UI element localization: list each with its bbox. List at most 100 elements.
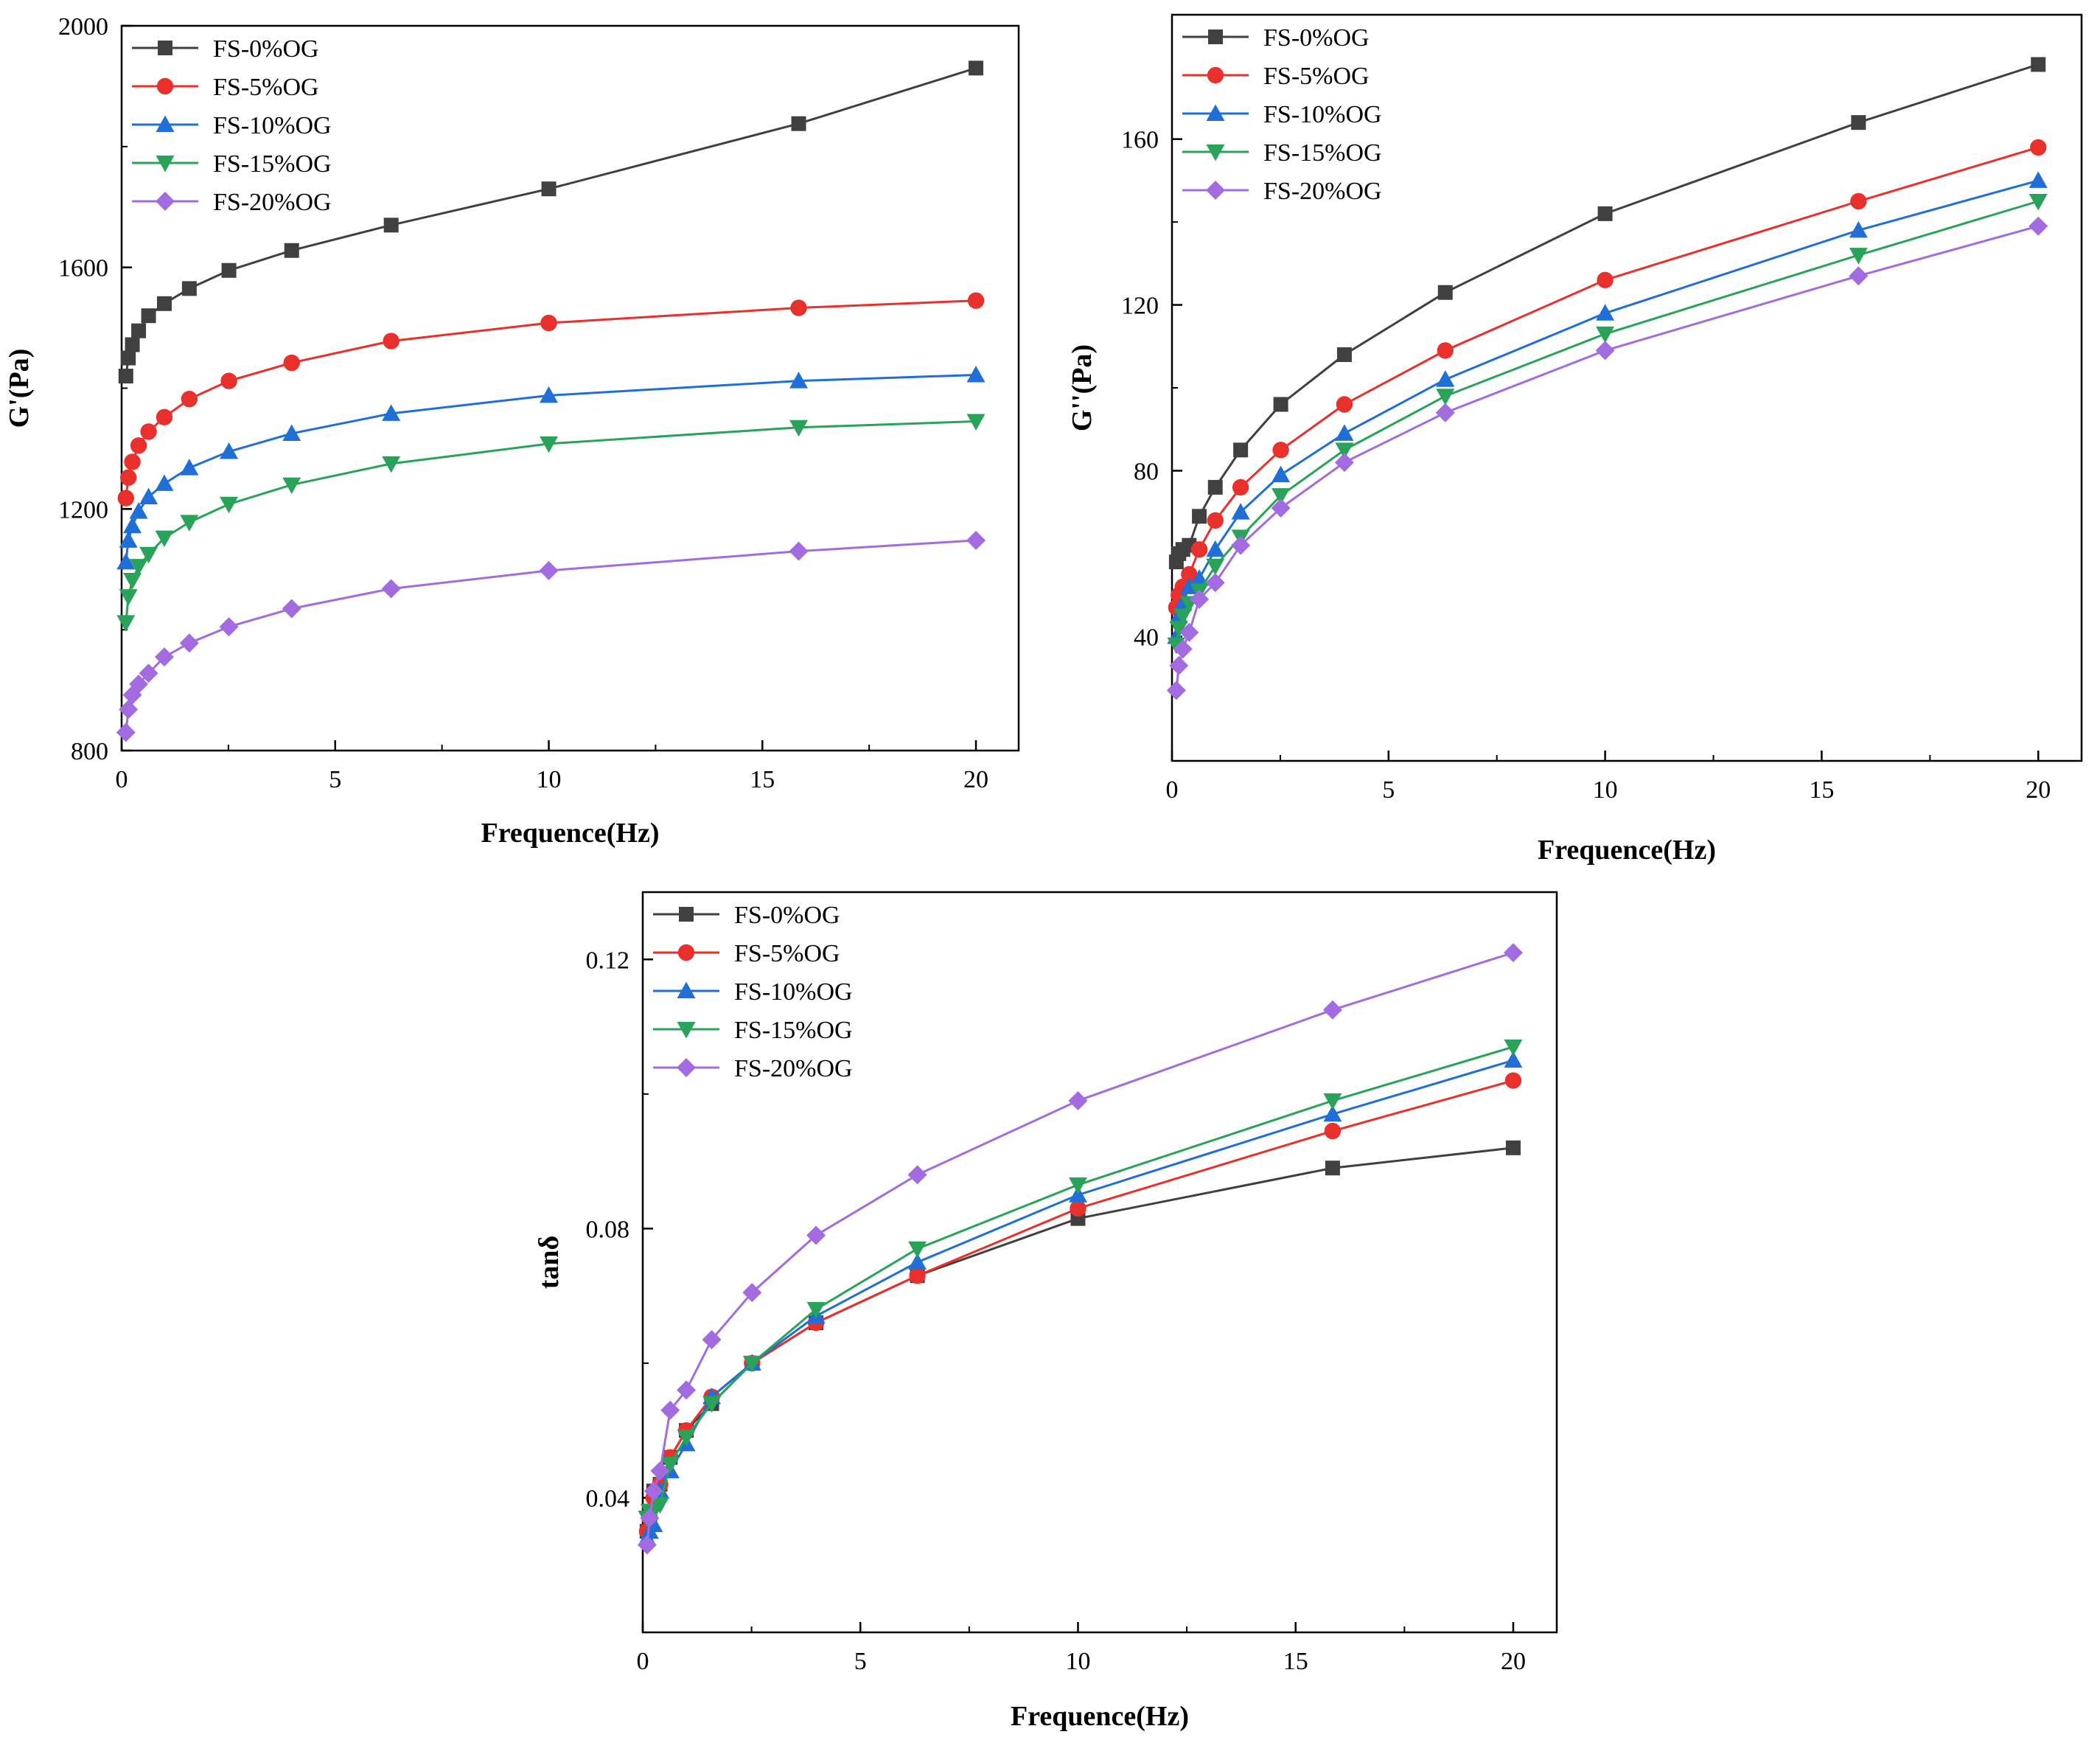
loss-tangent-data-point (1505, 1140, 1521, 1155)
storage-modulus-data-point (119, 531, 138, 548)
loss-modulus-data-point (1596, 326, 1615, 344)
storage-modulus-data-point (282, 599, 301, 619)
storage-modulus-data-point (966, 414, 986, 431)
storage-modulus-data-point (220, 442, 239, 459)
loss-modulus-chart: 0 5 10 15 20 40 80 120 160 Frequence(Hz) G''(Pa) FS… (1067, 13, 2083, 866)
storage-modulus-data-point (156, 408, 173, 426)
storage-modulus-data-point (116, 615, 136, 632)
loss-tangent-chart: 0 5 10 15 20 0.04 0.08 0.12 Frequence(Hz) tanδ FS-… (534, 891, 1558, 1732)
loss-modulus-data-point (1205, 573, 1225, 593)
storage-modulus-y-tick-label: 800 (71, 738, 108, 765)
storage-modulus-data-point (130, 437, 147, 454)
loss-modulus-data-point (1597, 271, 1614, 289)
loss-modulus-legend-label: FS-15%OG (1263, 139, 1382, 167)
loss-tangent-data-point (1504, 1072, 1522, 1089)
loss-modulus-x-axis-title: Frequence(Hz) (1538, 835, 1716, 866)
storage-modulus-data-point (789, 372, 809, 389)
loss-tangent-data-point (1503, 943, 1523, 963)
loss-tangent-data-point (660, 1456, 680, 1474)
storage-modulus-y-tick-label: 1200 (58, 496, 108, 523)
loss-tangent-data-point (643, 1481, 663, 1501)
storage-modulus-legend-marker (156, 115, 175, 132)
storage-modulus-y-axis-title: G'(Pa) (4, 349, 35, 428)
loss-modulus-data-point (2031, 57, 2046, 72)
loss-tangent-data-point (1504, 1051, 1523, 1068)
storage-modulus-data-point (123, 572, 142, 590)
loss-tangent-data-point (806, 1225, 826, 1245)
storage-modulus-data-point (118, 369, 133, 384)
storage-modulus-data-point (966, 530, 986, 550)
loss-tangent-legend-marker (677, 981, 696, 998)
loss-modulus-legend-label: FS-0%OG (1263, 24, 1370, 52)
loss-modulus-data-point (1181, 566, 1198, 583)
loss-modulus-data-point (1336, 347, 1352, 363)
loss-modulus-data-point (1232, 478, 1249, 496)
loss-tangent-legend-marker (677, 1022, 696, 1039)
loss-modulus-legend-marker (1206, 104, 1225, 121)
storage-modulus-data-point (155, 530, 174, 548)
loss-modulus-data-point (1166, 681, 1186, 700)
loss-modulus-data-point (1335, 424, 1354, 441)
storage-modulus-data-point (283, 354, 300, 372)
loss-tangent-x-tick-label: 20 (1501, 1648, 1526, 1675)
loss-tangent-y-axis-title: tanδ (534, 1236, 565, 1290)
loss-modulus-data-point (1169, 621, 1188, 638)
storage-modulus-data-point (966, 365, 986, 383)
storage-modulus-data-point (125, 337, 140, 352)
loss-modulus-legend-marker (1206, 145, 1225, 161)
loss-modulus-legend-marker (1206, 181, 1225, 200)
storage-modulus-data-point (282, 477, 301, 495)
loss-tangent-x-tick-label: 15 (1283, 1648, 1308, 1675)
storage-modulus-legend-label: FS-10%OG (213, 112, 332, 139)
loss-modulus-legend-label: FS-20%OG (1263, 178, 1382, 205)
storage-modulus-data-point (155, 474, 174, 491)
storage-modulus-legend-label: FS-5%OG (213, 74, 319, 101)
storage-modulus-data-point (116, 552, 136, 570)
loss-modulus-data-point (1272, 442, 1289, 459)
loss-modulus-legend-marker (1208, 29, 1223, 44)
loss-modulus-data-point (1850, 192, 1867, 210)
loss-tangent-legend-marker (677, 944, 695, 961)
loss-modulus-data-point (1206, 558, 1225, 576)
storage-modulus-data-point (154, 647, 174, 667)
loss-modulus-y-axis-title: G''(Pa) (1067, 344, 1098, 431)
storage-modulus-data-point (220, 496, 239, 514)
loss-tangent-y-tick-label: 0.08 (586, 1216, 630, 1243)
loss-modulus-data-point (1173, 639, 1193, 659)
loss-tangent-legend-label: FS-5%OG (734, 940, 840, 967)
loss-tangent-data-point (742, 1283, 762, 1303)
loss-modulus-x-tick-label: 15 (1809, 776, 1834, 804)
loss-tangent-x-tick-label: 10 (1065, 1648, 1090, 1675)
loss-tangent-x-tick-label: 5 (854, 1648, 867, 1675)
loss-modulus-data-point (1336, 396, 1353, 413)
storage-modulus-chart: 0 5 10 15 20 800 1200 1600 2000 Frequence(Hz) G'(P… (4, 13, 1020, 849)
loss-modulus-data-point (1437, 285, 1453, 300)
storage-modulus-legend-marker (156, 77, 174, 95)
loss-tangent-legend-label: FS-10%OG (734, 978, 853, 1006)
loss-modulus-data-point (2029, 194, 2048, 211)
loss-modulus-data-point (1233, 442, 1249, 458)
loss-tangent-data-point (1068, 1090, 1088, 1110)
loss-tangent-data-point (677, 1380, 697, 1400)
storage-modulus-x-tick-label: 0 (116, 766, 128, 793)
storage-modulus-data-point (383, 333, 400, 349)
loss-modulus-data-point (1273, 397, 1288, 412)
loss-tangent-legend-marker (679, 907, 694, 922)
storage-modulus-data-point (180, 515, 199, 532)
loss-tangent-data-point (1504, 1039, 1523, 1057)
storage-modulus-data-point (541, 181, 557, 197)
storage-modulus-legend-label: FS-20%OG (213, 189, 332, 216)
loss-modulus-data-point (1190, 541, 1208, 558)
loss-tangent-data-point (1323, 1104, 1342, 1122)
storage-modulus-data-point (129, 674, 149, 694)
loss-modulus-data-point (1179, 622, 1199, 642)
loss-tangent-legend-label: FS-20%OG (734, 1055, 853, 1082)
storage-modulus-data-point (139, 487, 158, 504)
loss-modulus-data-point (1190, 589, 1210, 609)
storage-modulus-x-tick-label: 15 (750, 766, 775, 793)
loss-tangent-data-point (1324, 1122, 1342, 1140)
loss-tangent-x-tick-label: 0 (637, 1648, 649, 1675)
storage-modulus-legend-label: FS-0%OG (213, 35, 319, 63)
loss-modulus-data-point (2029, 216, 2048, 236)
